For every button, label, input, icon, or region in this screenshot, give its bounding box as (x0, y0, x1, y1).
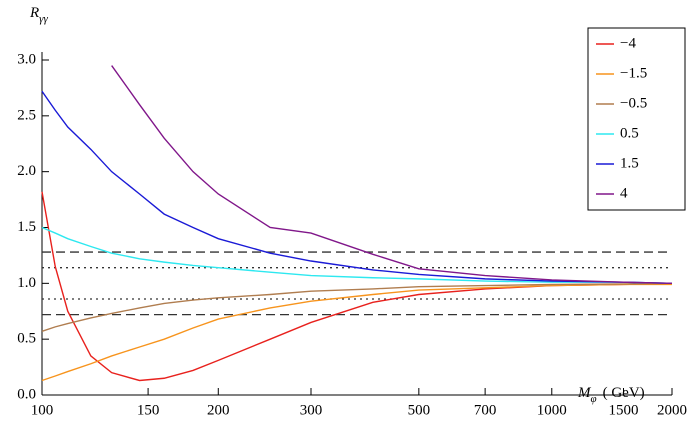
legend-label: 1.5 (620, 155, 639, 171)
y-tick-label: 2.5 (17, 107, 36, 123)
line-series (41, 282, 673, 333)
legend-box (587, 27, 686, 211)
legend-label: −0.5 (620, 95, 647, 111)
y-tick-label: 0.5 (17, 331, 36, 347)
x-tick-label: 300 (300, 402, 323, 418)
legend-label: 0.5 (620, 125, 639, 141)
y-tick-label: 0.0 (17, 386, 36, 402)
y-tick-label: 1.0 (17, 275, 36, 291)
line-series (41, 283, 672, 382)
line-series (41, 90, 673, 285)
y-tick-label: 3.0 (17, 51, 36, 67)
legend-label: −4 (620, 35, 636, 51)
legend-label: −1.5 (620, 65, 647, 81)
y-axis-label: Rγγ (29, 5, 49, 24)
line-series (41, 191, 673, 382)
x-tick-label: 1000 (537, 402, 567, 418)
y-tick-label: 2.0 (17, 163, 36, 179)
x-tick-label: 700 (474, 402, 497, 418)
line-series (111, 65, 673, 285)
x-tick-label: 2000 (657, 402, 687, 418)
x-tick-label: 500 (408, 402, 431, 418)
y-label-main: R (29, 5, 39, 21)
x-label-main: M (577, 385, 592, 401)
x-label-sub: φ (591, 393, 597, 405)
y-tick-label: 1.5 (17, 219, 36, 235)
line-series (41, 226, 673, 285)
y-label-sub: γγ (39, 13, 48, 25)
x-tick-label: 100 (31, 402, 54, 418)
x-tick-label: 200 (207, 402, 230, 418)
legend-label: 4 (620, 185, 628, 201)
x-tick-label: 150 (137, 402, 160, 418)
x-tick-label: 1500 (608, 402, 638, 418)
